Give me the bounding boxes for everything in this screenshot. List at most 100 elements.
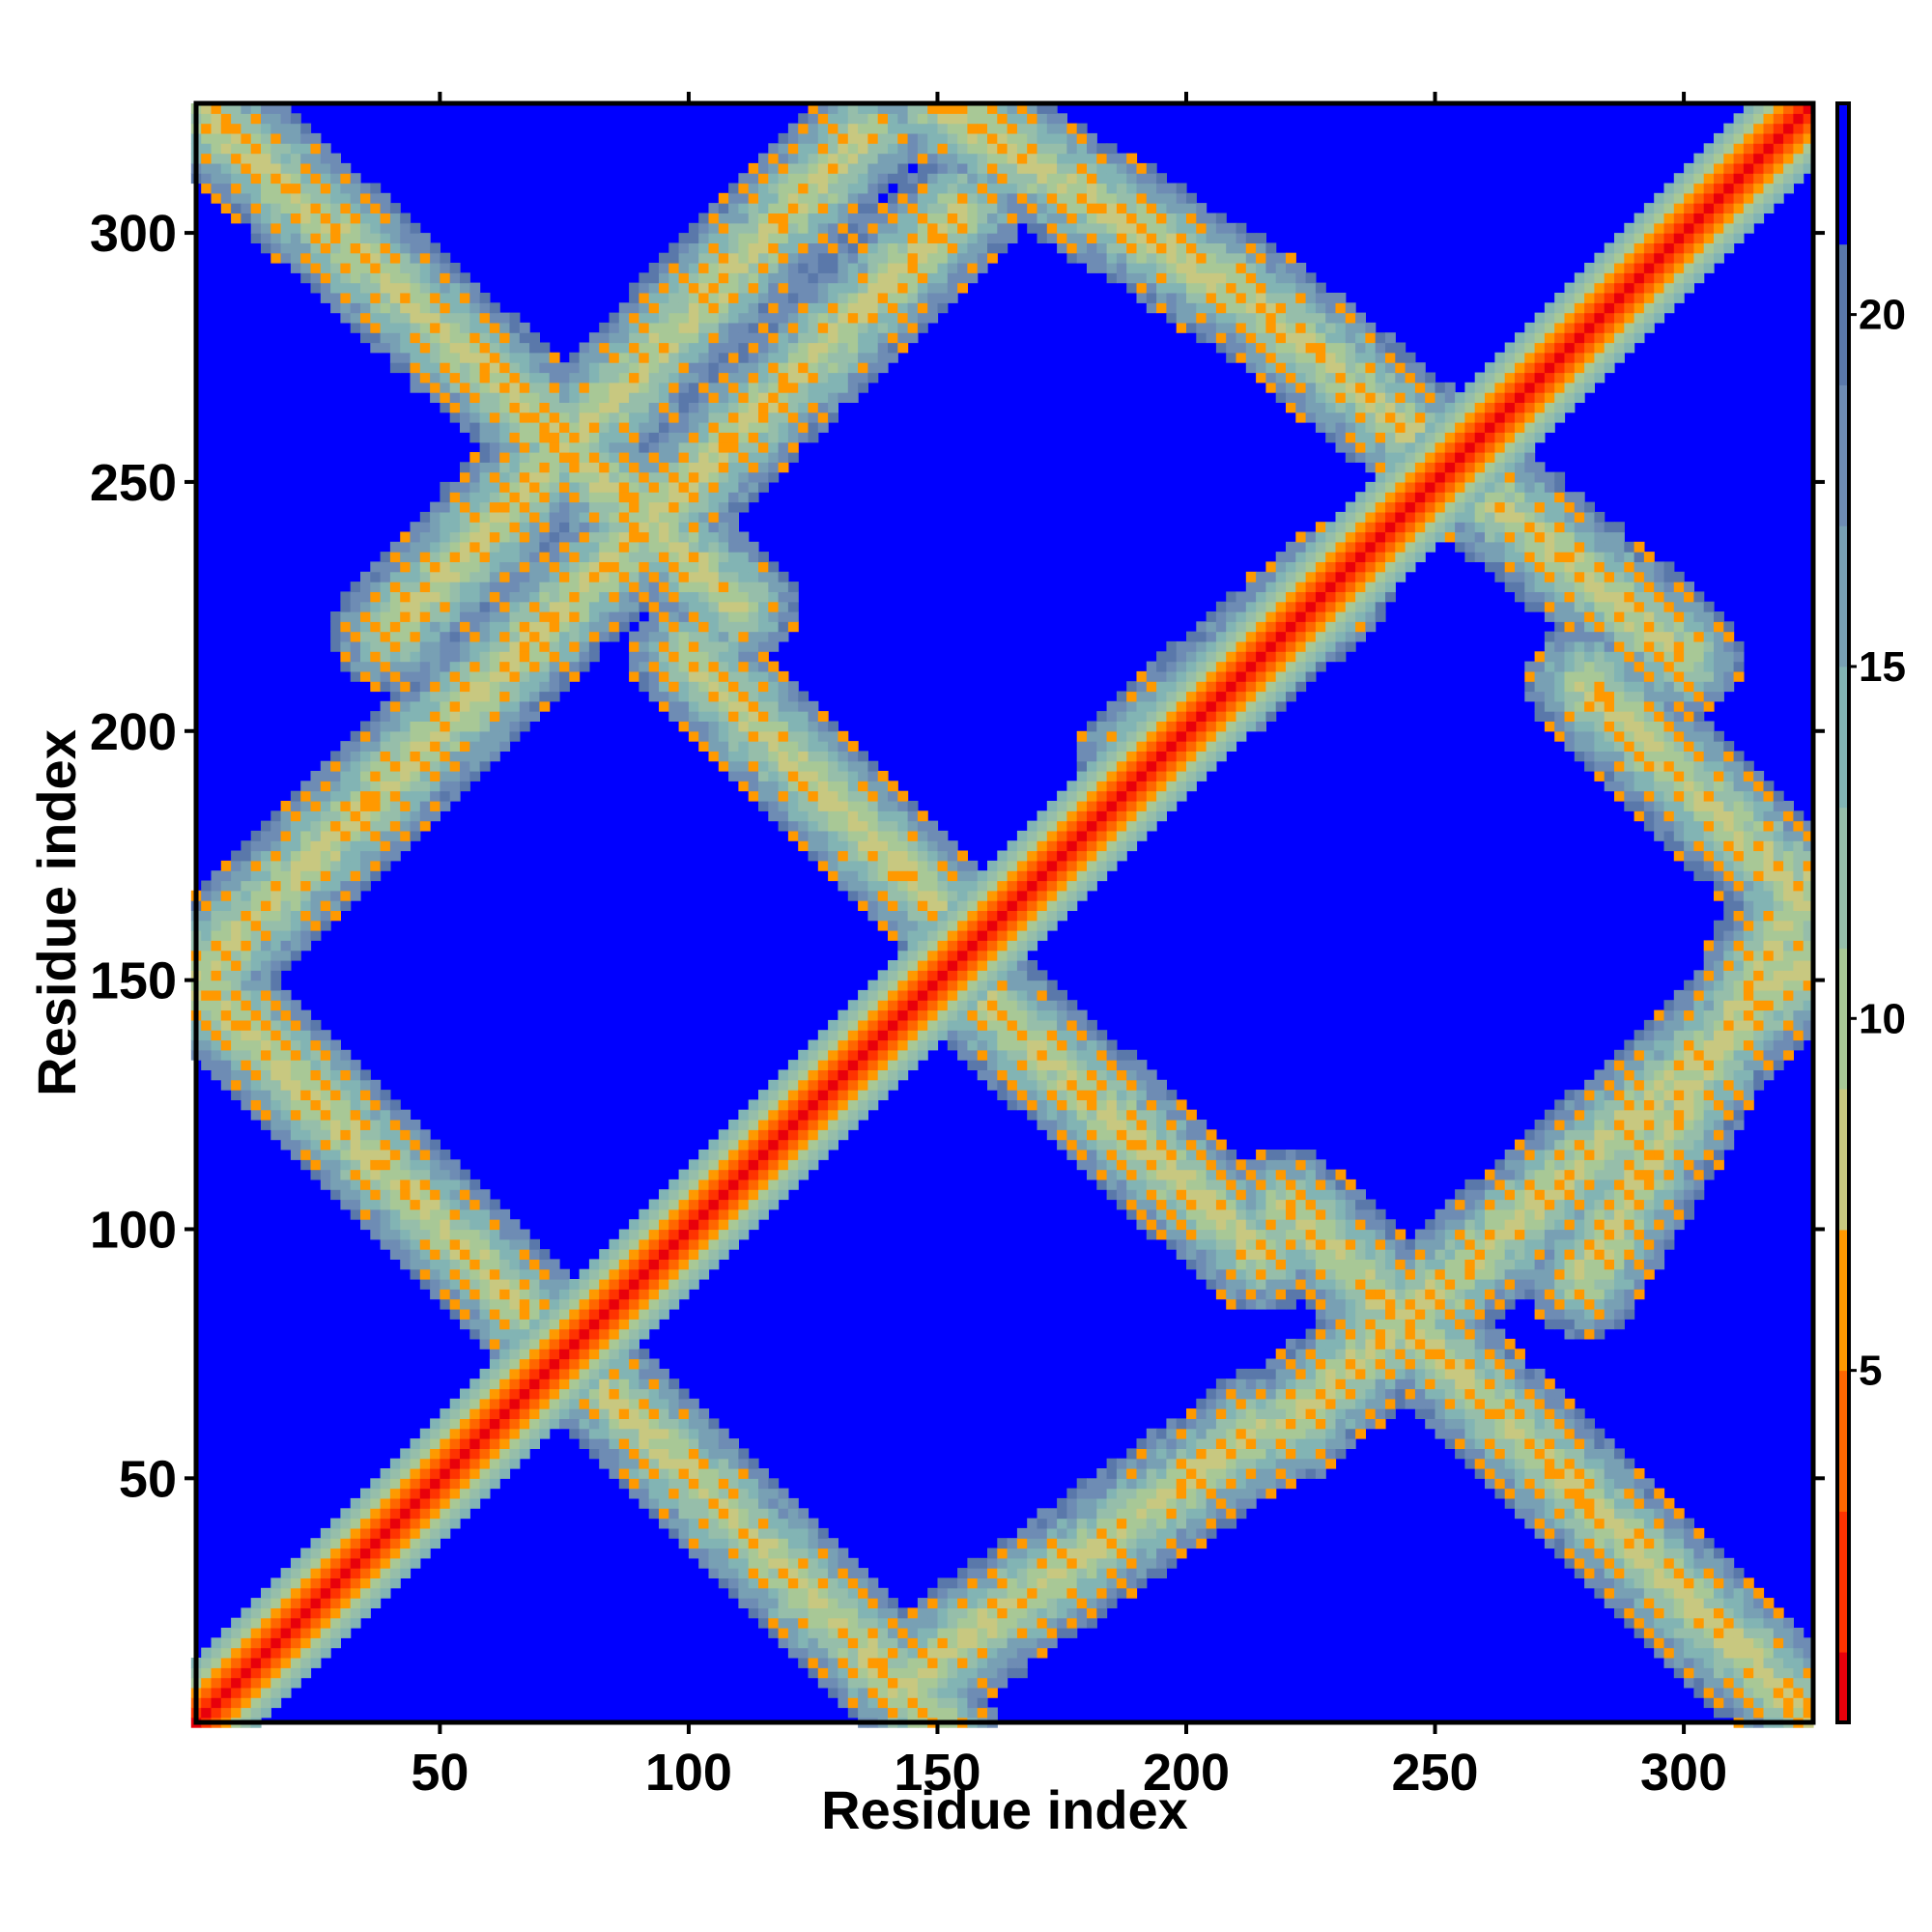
heatmap-cell: [698, 1150, 710, 1160]
heatmap-cell: [549, 392, 560, 403]
heatmap-cell: [728, 192, 739, 204]
heatmap-cell: [828, 372, 838, 384]
heatmap-cell: [847, 880, 859, 892]
heatmap-cell: [569, 1338, 581, 1350]
heatmap-cell: [867, 801, 879, 811]
heatmap-cell: [460, 462, 470, 473]
heatmap-cell: [867, 192, 879, 204]
heatmap-cell: [270, 870, 282, 882]
heatmap-cell: [847, 382, 859, 393]
heatmap-cell: [440, 362, 451, 374]
heatmap-cell: [659, 552, 669, 562]
heatmap-cell: [310, 1109, 322, 1121]
heatmap-cell: [728, 741, 739, 752]
heatmap-cell: [300, 840, 312, 852]
heatmap-cell: [499, 372, 511, 384]
heatmap-cell: [360, 203, 371, 213]
heatmap-cell: [758, 471, 769, 483]
heatmap-cell: [618, 392, 630, 403]
heatmap-cell: [231, 900, 242, 911]
heatmap-cell: [708, 452, 720, 463]
heatmap-cell: [440, 1249, 451, 1260]
heatmap-cell: [479, 531, 491, 543]
heatmap-cell: [629, 661, 639, 672]
heatmap-cell: [261, 233, 271, 243]
heatmap-cell: [867, 332, 879, 344]
heatmap-cell: [449, 382, 461, 393]
heatmap-cell: [728, 511, 739, 523]
heatmap-cell: [579, 651, 590, 663]
heatmap-cell: [698, 422, 710, 433]
heatmap-cell: [460, 1428, 470, 1439]
heatmap-cell: [828, 192, 838, 204]
heatmap-cell: [370, 1090, 382, 1100]
heatmap-cell: [539, 342, 551, 354]
heatmap-cell: [519, 552, 530, 562]
heatmap-cell: [867, 820, 879, 832]
heatmap-cell: [270, 1079, 282, 1091]
heatmap-cell: [778, 1090, 789, 1100]
heatmap-cell: [877, 989, 889, 1001]
heatmap-cell: [449, 670, 461, 682]
heatmap-cell: [748, 222, 759, 234]
heatmap-cell: [489, 670, 500, 682]
heatmap-cell: [738, 222, 750, 234]
heatmap-cell: [419, 252, 431, 264]
heatmap-cell: [678, 322, 690, 333]
heatmap-cell: [618, 1328, 630, 1340]
heatmap-cell: [897, 1019, 909, 1031]
heatmap-cell: [320, 1548, 331, 1559]
heatmap-cell: [469, 1298, 481, 1310]
heatmap-cell: [290, 1079, 301, 1091]
heatmap-cell: [419, 522, 431, 533]
heatmap-cell: [858, 1647, 868, 1659]
heatmap-cell: [748, 342, 759, 354]
heatmap-cell: [270, 1697, 282, 1709]
heatmap-cell: [748, 790, 759, 802]
heatmap-cell: [529, 492, 540, 503]
heatmap-cell: [847, 1637, 859, 1649]
heatmap-cell: [320, 263, 331, 273]
heatmap-cell: [340, 222, 352, 234]
heatmap-cell: [599, 631, 611, 642]
heatmap-cell: [469, 771, 481, 781]
heatmap-cell: [280, 1079, 292, 1091]
heatmap-cell: [698, 661, 710, 672]
heatmap-cell: [708, 282, 720, 294]
heatmap-cell: [579, 352, 590, 363]
heatmap-cell: [241, 950, 252, 961]
heatmap-cell: [847, 162, 859, 174]
heatmap-cell: [579, 552, 590, 562]
heatmap-cell: [798, 123, 810, 134]
heatmap-cell: [728, 1557, 739, 1569]
heatmap-cell: [817, 352, 829, 363]
heatmap-cell: [688, 1538, 699, 1549]
heatmap-cell: [688, 700, 699, 712]
heatmap-cell: [708, 382, 720, 393]
heatmap-cell: [440, 760, 451, 772]
heatmap-cell: [280, 1019, 292, 1031]
heatmap-cell: [828, 721, 838, 732]
heatmap-cell: [320, 870, 331, 882]
heatmap-cell: [300, 1060, 312, 1070]
heatmap-cell: [838, 1019, 849, 1031]
heatmap-cell: [738, 541, 750, 553]
heatmap-cell: [300, 830, 312, 841]
heatmap-cell: [300, 123, 312, 134]
heatmap-cell: [360, 790, 371, 802]
heatmap-cell: [877, 1019, 889, 1031]
heatmap-cell: [489, 452, 500, 463]
heatmap-cell: [768, 1557, 780, 1569]
heatmap-cell: [798, 233, 810, 243]
heatmap-cell: [758, 242, 769, 254]
heatmap-cell: [629, 1488, 639, 1499]
heatmap-cell: [787, 582, 799, 592]
heatmap-cell: [778, 1120, 789, 1130]
heatmap-cell: [389, 700, 401, 712]
heatmap-cell: [778, 222, 789, 234]
heatmap-cell: [280, 1637, 292, 1649]
heatmap-cell: [370, 332, 382, 344]
heatmap-cell: [280, 850, 292, 862]
heatmap-cell: [888, 1069, 898, 1081]
heatmap-cell: [449, 293, 461, 303]
